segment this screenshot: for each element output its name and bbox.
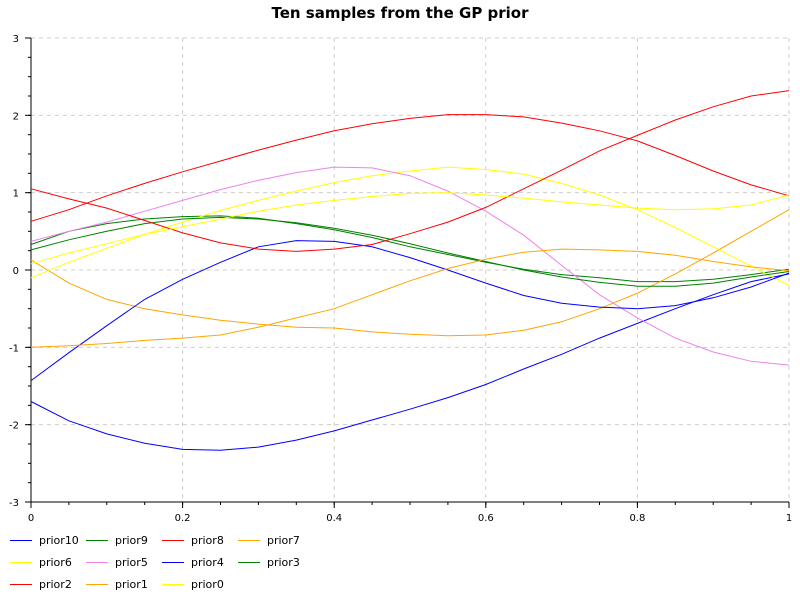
series-line-prior4	[30, 240, 790, 382]
legend: prior10 prior9 prior8 prior7 prior6 prior5 pri…	[10, 530, 790, 596]
legend-label: prior6	[39, 555, 72, 569]
grid-lines	[31, 37, 790, 503]
legend-swatch	[162, 561, 184, 563]
y-tick-label: -1	[9, 343, 19, 354]
legend-swatch	[10, 539, 32, 541]
series-line-prior2	[30, 90, 790, 252]
legend-label: prior1	[115, 577, 148, 591]
y-tick-label: 2	[13, 111, 19, 122]
legend-item-prior3: prior3	[238, 552, 300, 572]
legend-item-prior10: prior10	[10, 530, 79, 550]
series-line-prior6	[30, 166, 790, 286]
legend-item-prior8: prior8	[162, 530, 224, 550]
legend-swatch	[10, 561, 32, 563]
y-tick-label: 3	[13, 34, 19, 45]
chart-canvas: Ten samples from the GP prior 0 0.2 0.4 0.6…	[9, 4, 792, 524]
x-tick-label: 0.8	[629, 513, 645, 524]
chart-title: Ten samples from the GP prior	[271, 4, 529, 22]
legend-label: prior0	[191, 577, 224, 591]
y-tick-label: 0	[13, 266, 19, 277]
axes: 0 0.2 0.4 0.6 0.8 1 -3 -2 -1 0 1 2 3	[9, 34, 792, 524]
legend-item-prior2: prior2	[10, 574, 72, 594]
legend-label: prior10	[39, 533, 79, 547]
legend-item-prior7: prior7	[238, 530, 300, 550]
series-line-prior10	[30, 273, 790, 451]
legend-swatch	[86, 561, 108, 563]
x-tick-label: 0.2	[175, 513, 191, 524]
legend-item-prior6: prior6	[10, 552, 72, 572]
series-line-prior9	[30, 215, 790, 283]
series-line-prior7	[30, 209, 790, 337]
legend-item-prior5: prior5	[86, 552, 148, 572]
legend-swatch	[162, 583, 184, 585]
legend-item-prior1: prior1	[86, 574, 148, 594]
legend-item-prior9: prior9	[86, 530, 148, 550]
series-line-prior5	[30, 166, 790, 366]
y-tick-label: -2	[9, 421, 19, 432]
legend-label: prior2	[39, 577, 72, 591]
legend-label: prior9	[115, 533, 148, 547]
x-tick-label: 0.6	[478, 513, 494, 524]
legend-swatch	[238, 539, 260, 541]
legend-label: prior7	[267, 533, 300, 547]
x-tick-label: 0.4	[326, 513, 342, 524]
legend-swatch	[238, 561, 260, 563]
legend-swatch	[10, 583, 32, 585]
series-line-prior0	[30, 192, 790, 265]
series-line-prior8	[30, 114, 790, 222]
legend-label: prior4	[191, 555, 224, 569]
legend-label: prior8	[191, 533, 224, 547]
legend-swatch	[162, 539, 184, 541]
x-tick-label: 1	[786, 513, 792, 524]
y-tick-label: -3	[9, 498, 19, 509]
legend-item-prior0: prior0	[162, 574, 224, 594]
legend-label: prior3	[267, 555, 300, 569]
legend-label: prior5	[115, 555, 148, 569]
legend-swatch	[86, 583, 108, 585]
y-tick-label: 1	[13, 189, 19, 200]
series-line-prior3	[30, 216, 790, 287]
series-lines	[30, 90, 790, 451]
legend-item-prior4: prior4	[162, 552, 224, 572]
x-tick-label: 0	[28, 513, 34, 524]
legend-swatch	[86, 539, 108, 541]
series-line-prior1	[30, 248, 790, 348]
